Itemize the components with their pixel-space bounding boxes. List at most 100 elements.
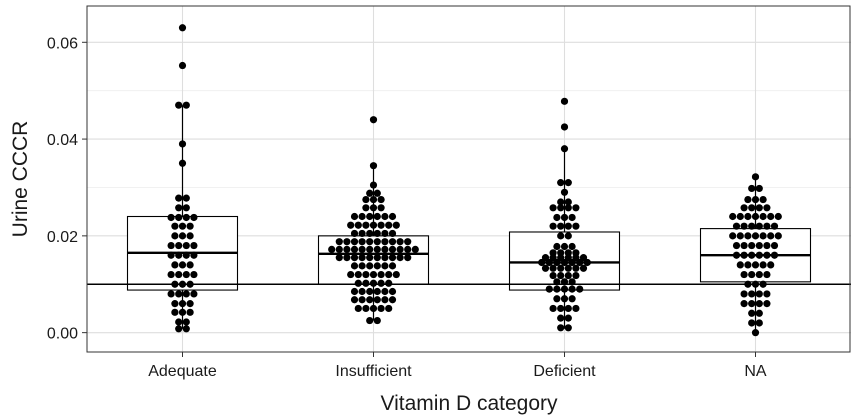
data-point — [755, 241, 763, 250]
data-point — [538, 258, 546, 267]
data-point — [751, 212, 760, 221]
y-axis-ticks: 0.00 0.02 0.04 0.06 — [47, 35, 87, 343]
grid-lines — [87, 6, 851, 352]
data-point — [732, 241, 741, 250]
data-point — [182, 290, 190, 298]
x-tick-label: Adequate — [148, 363, 217, 380]
data-point — [178, 280, 187, 288]
data-point — [767, 261, 775, 269]
data-point — [366, 287, 374, 296]
data-point — [740, 204, 748, 212]
data-point — [748, 184, 756, 193]
data-point — [751, 232, 760, 240]
data-point — [744, 261, 752, 269]
data-point — [385, 221, 393, 229]
data-point — [350, 229, 359, 238]
data-point — [178, 222, 187, 230]
data-point — [560, 295, 569, 303]
data-point — [377, 204, 385, 212]
data-point — [358, 238, 366, 246]
data-point — [770, 222, 779, 230]
data-point — [343, 254, 351, 262]
data-point — [553, 213, 561, 222]
data-point — [748, 319, 756, 327]
data-point — [560, 213, 569, 222]
data-point — [362, 221, 370, 229]
data-point — [373, 254, 381, 262]
data-point — [564, 324, 572, 332]
data-point — [748, 241, 756, 250]
data-point — [377, 195, 385, 204]
data-point — [560, 97, 569, 105]
data-point — [366, 238, 374, 246]
data-point — [736, 232, 744, 240]
data-point — [748, 251, 756, 259]
data-point — [362, 195, 370, 204]
data-point — [568, 213, 576, 222]
data-point — [190, 270, 198, 279]
data-point — [560, 242, 569, 251]
data-point — [404, 245, 412, 254]
data-point — [175, 270, 183, 279]
data-point — [358, 262, 366, 270]
data-point — [744, 212, 752, 221]
data-point — [167, 251, 175, 259]
data-point — [369, 304, 378, 313]
x-axis-ticks: Adequate Insufficient Deficient NA — [148, 352, 767, 380]
data-point — [385, 279, 393, 287]
data-point — [343, 245, 351, 254]
data-point — [182, 325, 190, 333]
data-point — [350, 296, 359, 304]
data-point — [186, 308, 194, 316]
data-point — [744, 280, 752, 288]
data-point — [751, 195, 760, 204]
data-point — [366, 229, 374, 238]
data-point — [350, 262, 359, 270]
points-deficient — [538, 97, 591, 332]
data-point — [175, 290, 183, 298]
data-point — [568, 285, 576, 293]
data-point — [759, 212, 767, 221]
data-point — [763, 204, 771, 212]
data-point — [557, 304, 565, 313]
data-point — [583, 258, 591, 267]
x-tick-label: NA — [744, 363, 767, 380]
data-point — [358, 254, 366, 262]
data-point — [385, 270, 393, 279]
points-adequate — [167, 24, 198, 333]
data-point — [182, 318, 190, 326]
data-point — [751, 280, 760, 288]
data-point — [759, 261, 767, 269]
data-point — [568, 258, 576, 267]
data-point — [553, 278, 561, 286]
data-point — [759, 232, 767, 240]
data-point — [557, 271, 565, 280]
data-point — [568, 295, 576, 303]
data-point — [366, 296, 374, 304]
data-point — [377, 221, 385, 229]
data-point — [572, 304, 580, 313]
data-point — [572, 222, 580, 230]
data-point — [729, 212, 737, 221]
points-insufficient — [328, 116, 419, 325]
data-point — [190, 251, 198, 259]
data-point — [755, 300, 763, 308]
data-point — [175, 318, 183, 326]
data-point — [564, 232, 572, 240]
data-point — [560, 123, 569, 131]
data-point — [358, 296, 366, 304]
data-point — [564, 254, 572, 262]
data-point — [369, 116, 378, 124]
data-point — [366, 254, 374, 262]
y-tick-label: 0.00 — [47, 326, 78, 343]
data-point — [369, 221, 378, 229]
y-tick-label: 0.02 — [47, 229, 78, 246]
data-point — [350, 254, 359, 262]
data-point — [767, 232, 775, 240]
data-point — [770, 241, 779, 250]
data-point — [190, 241, 198, 250]
x-tick-label: Deficient — [533, 363, 596, 380]
data-point — [755, 319, 763, 327]
